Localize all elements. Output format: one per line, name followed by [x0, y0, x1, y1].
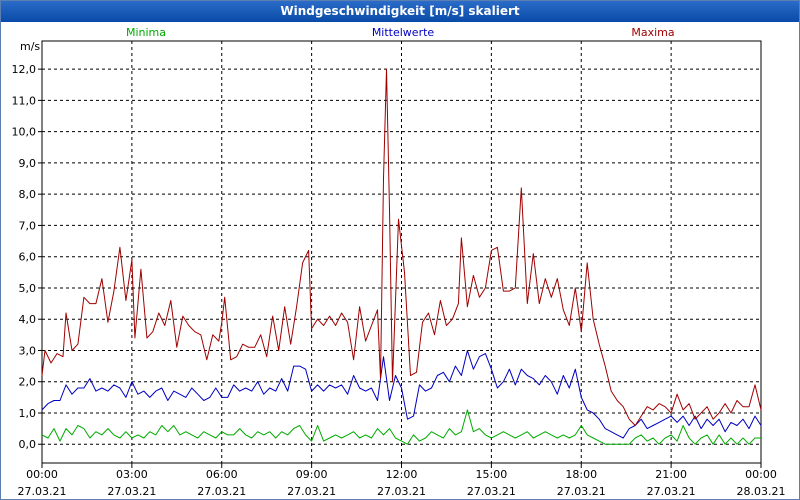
- y-tick-label: 6,0: [19, 251, 37, 264]
- x-tick-time: 00:00: [745, 468, 777, 481]
- x-tick-time: 09:00: [296, 468, 328, 481]
- x-tick-date: 27.03.21: [467, 485, 516, 498]
- series-line-minima: [41, 409, 761, 445]
- x-tick-date: 27.03.21: [647, 485, 696, 498]
- legend: Minima Mittelwerte Maxima: [126, 26, 675, 39]
- axes: 0,0 1,0 2,0 3,0 4,0 5,0 6,0 7,0 8,0 9,0 10,0 11,0 12…: [12, 40, 786, 498]
- series-line-maxima: [41, 68, 762, 426]
- y-tick-label: 2,0: [19, 376, 37, 389]
- x-tick-time: 18:00: [565, 468, 597, 481]
- x-tick-time: 21:00: [655, 468, 687, 481]
- legend-entry-maxima: Maxima: [631, 26, 674, 39]
- y-tick-label: 4,0: [19, 313, 37, 326]
- y-tick-label: 12,0: [12, 63, 37, 76]
- y-tick-label: 0,0: [19, 438, 37, 451]
- wind-speed-chart: 0,0 1,0 2,0 3,0 4,0 5,0 6,0 7,0 8,0 9,0 10,0 11,0 12…: [12, 26, 786, 498]
- y-tick-label: 7,0: [19, 219, 37, 232]
- x-tick-time: 12:00: [386, 468, 418, 481]
- x-tick-time: 06:00: [206, 468, 238, 481]
- y-tick-label: 11,0: [12, 94, 37, 107]
- x-tick-date: 27.03.21: [197, 485, 246, 498]
- y-tick-label: 9,0: [19, 157, 37, 170]
- y-axis-label: m/s: [20, 40, 40, 53]
- chart-title: Windgeschwindigkeit [m/s] skaliert: [1, 1, 799, 22]
- x-tick-time: 03:00: [116, 468, 148, 481]
- x-tick-date: 27.03.21: [377, 485, 426, 498]
- x-tick-time: 15:00: [476, 468, 508, 481]
- x-tick-date: 28.03.21: [737, 485, 786, 498]
- series-line-mittelwerte: [41, 350, 762, 439]
- y-tick-label: 8,0: [19, 188, 37, 201]
- y-tick-label: 5,0: [19, 282, 37, 295]
- x-tick-date: 27.03.21: [107, 485, 156, 498]
- x-tick-date: 27.03.21: [287, 485, 336, 498]
- y-tick-label: 1,0: [19, 407, 37, 420]
- x-tick-date: 27.03.21: [557, 485, 606, 498]
- x-tick-time: 00:00: [26, 468, 58, 481]
- x-tick-date: 27.03.21: [18, 485, 67, 498]
- series: [41, 68, 762, 445]
- legend-entry-minima: Minima: [126, 26, 166, 39]
- legend-entry-mittelwerte: Mittelwerte: [372, 26, 435, 39]
- y-tick-label: 3,0: [19, 344, 37, 357]
- grid: [42, 41, 761, 463]
- y-tick-label: 10,0: [12, 126, 37, 139]
